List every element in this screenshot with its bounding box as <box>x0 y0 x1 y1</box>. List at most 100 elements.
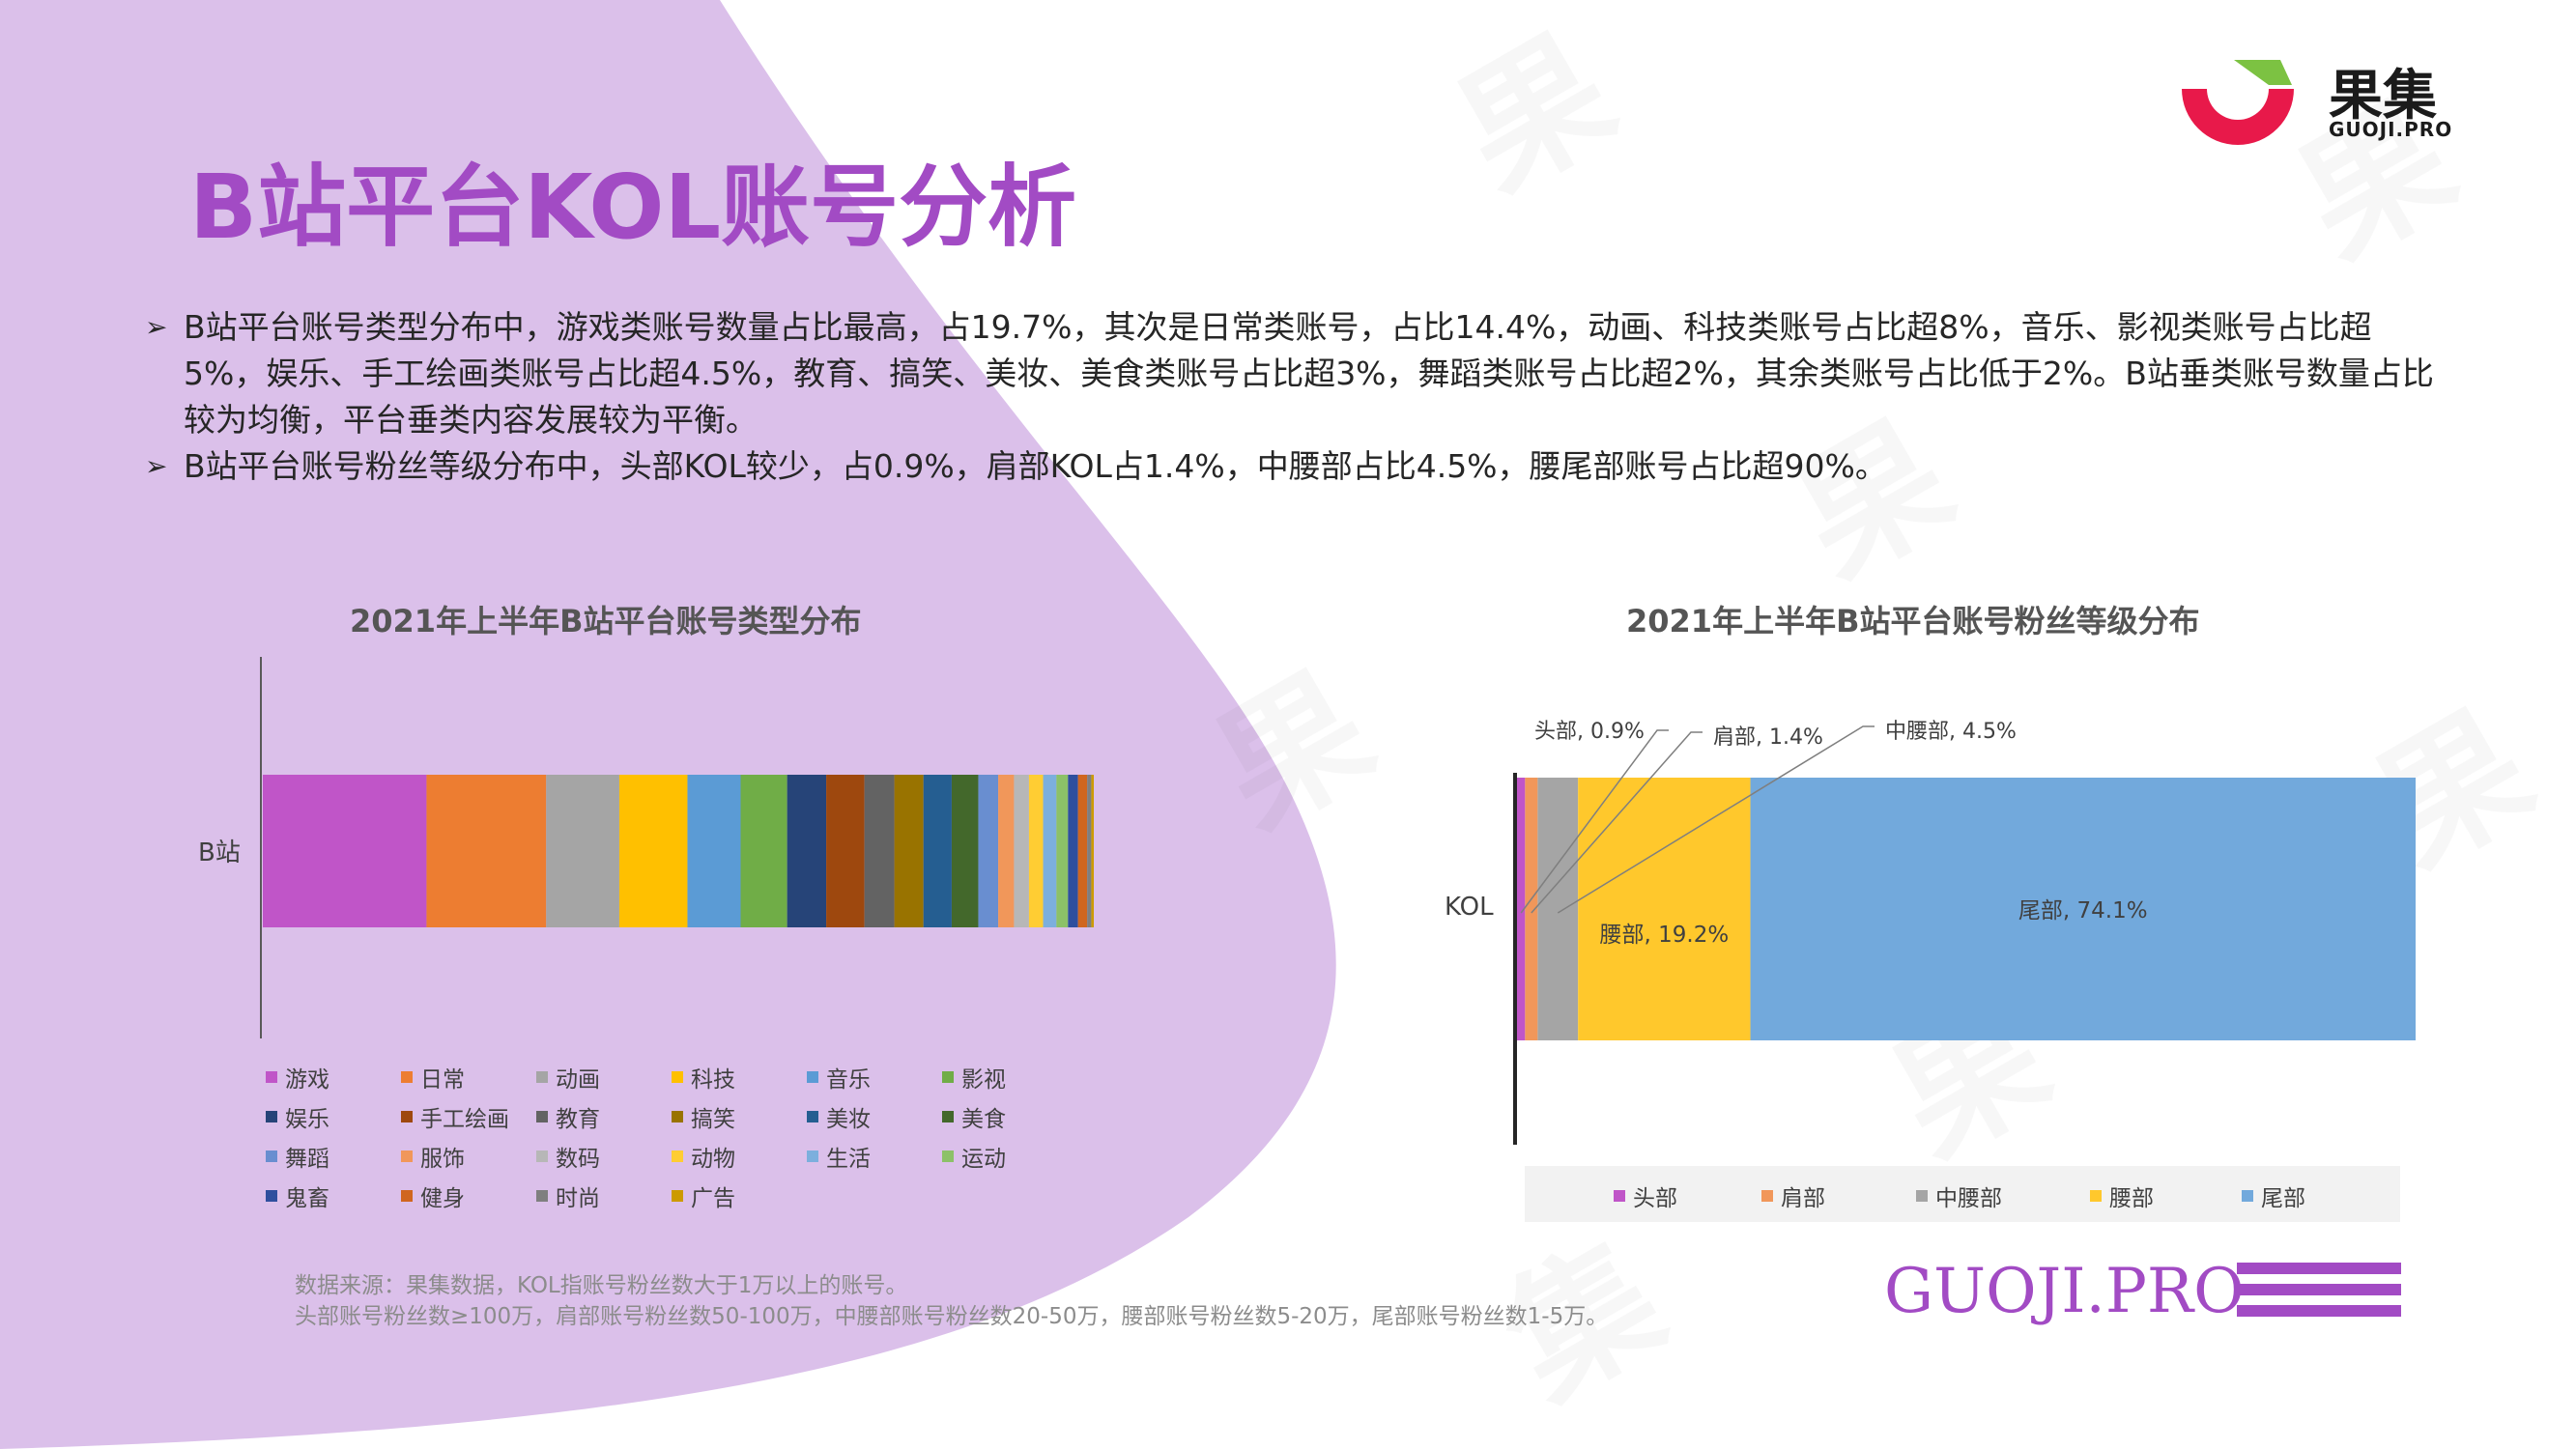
chart1-plot <box>260 657 1094 1038</box>
chart1-bar-segment-搞笑 <box>894 775 924 927</box>
chart1-bar-segment-舞蹈 <box>978 775 999 927</box>
guoji-logo <box>2182 60 2294 145</box>
legend-swatch <box>266 1190 277 1202</box>
chart1-bar-segment-科技 <box>618 775 688 927</box>
chart2-bar-segment-肩部 <box>1525 778 1538 1040</box>
arrow-bullet-icon: ➢ <box>145 450 168 482</box>
chart2-bar-segment-尾部 <box>1750 778 2416 1040</box>
bullet-item: ➢ B站平台账号粉丝等级分布中，头部KOL较少，占0.9%，肩部KOL占1.4%… <box>145 443 2445 490</box>
legend-swatch <box>807 1071 818 1083</box>
legend-label: 头部 <box>1633 1186 1677 1211</box>
chart2-legend-item: 尾部 <box>2242 1179 2305 1212</box>
legend-swatch <box>266 1151 277 1162</box>
chart1-bar-segment-生活 <box>1043 775 1057 927</box>
chart1-legend-item: 游戏 <box>266 1061 329 1094</box>
chart1-bar-segment-美食 <box>951 775 979 927</box>
chart1-legend-item: 影视 <box>942 1061 1006 1094</box>
chart2-data-label: 肩部, 1.4% <box>1713 725 1823 750</box>
chart2-legend-item: 腰部 <box>2090 1179 2154 1212</box>
legend-label: 游戏 <box>285 1067 329 1093</box>
legend-label: 时尚 <box>556 1186 600 1211</box>
legend-label: 美妆 <box>826 1107 871 1132</box>
legend-label: 娱乐 <box>285 1107 329 1132</box>
legend-swatch <box>942 1111 954 1122</box>
legend-swatch <box>266 1071 277 1083</box>
chart1-legend: 游戏 日常 动画 科技 音乐 影视 娱乐 手工绘画 教育 搞笑 美妆 美食 舞蹈 服饰 数码 动物 生活 运动 鬼畜… <box>266 1061 1039 1225</box>
chart1-bar-segment-音乐 <box>687 775 741 927</box>
legend-swatch <box>2242 1190 2253 1202</box>
chart1-legend-item: 生活 <box>807 1140 871 1173</box>
legend-swatch <box>536 1071 548 1083</box>
legend-label: 搞笑 <box>691 1107 735 1132</box>
page-title: B站平台KOL账号分析 <box>189 156 1077 259</box>
legend-label: 鬼畜 <box>285 1186 329 1211</box>
legend-label: 舞蹈 <box>285 1147 329 1172</box>
legend-label: 中腰部 <box>1935 1186 2002 1211</box>
chart2-data-label: 尾部, 74.1% <box>2018 898 2148 923</box>
legend-swatch <box>266 1111 277 1122</box>
chart1-bar-segment-美妆 <box>923 775 952 927</box>
legend-label: 尾部 <box>2261 1186 2305 1211</box>
chart1-bar-segment-动画 <box>546 775 619 927</box>
chart2-leader-line <box>1520 729 1669 914</box>
chart2-bar-segment-中腰部 <box>1537 778 1579 1040</box>
legend-label: 动画 <box>556 1067 600 1093</box>
legend-label: 音乐 <box>826 1067 871 1093</box>
chart1-bar-segment-影视 <box>740 775 787 927</box>
chart2-title: 2021年上半年B站平台账号粉丝等级分布 <box>1626 603 2200 639</box>
legend-label: 美食 <box>961 1107 1006 1132</box>
chart1-bar-segment-鬼畜 <box>1068 775 1078 927</box>
chart2-bar-segment-头部 <box>1517 778 1526 1040</box>
legend-label: 教育 <box>556 1107 600 1132</box>
legend-swatch <box>536 1190 548 1202</box>
chart2-legend-item: 肩部 <box>1761 1179 1825 1212</box>
chart1-bar-segment-日常 <box>426 775 547 927</box>
legend-label: 手工绘画 <box>420 1107 509 1132</box>
legend-label: 数码 <box>556 1147 600 1172</box>
chart1-bar-segment-教育 <box>864 775 895 927</box>
chart1-legend-item: 美食 <box>942 1100 1006 1133</box>
data-source-note: 数据来源：果集数据，KOL指账号粉丝数大于1万以上的账号。 头部账号粉丝数≥10… <box>295 1270 1608 1332</box>
bullet-text: B站平台账号类型分布中，游戏类账号数量占比最高，占19.7%，其次是日常类账号，… <box>184 308 2434 439</box>
legend-swatch <box>672 1071 683 1083</box>
legend-swatch <box>672 1111 683 1122</box>
chart1-legend-item: 科技 <box>672 1061 735 1094</box>
legend-swatch <box>401 1111 413 1122</box>
legend-swatch <box>942 1071 954 1083</box>
chart1-legend-item: 运动 <box>942 1140 1006 1173</box>
legend-label: 日常 <box>420 1067 465 1093</box>
legend-swatch <box>1916 1190 1928 1202</box>
chart1-legend-item: 鬼畜 <box>266 1179 329 1212</box>
chart2-leader-line <box>1531 731 1703 914</box>
brand-bars-decoration <box>2237 1263 2401 1321</box>
chart1-legend-item: 动物 <box>672 1140 735 1173</box>
chart1-legend-item: 数码 <box>536 1140 600 1173</box>
legend-swatch <box>672 1190 683 1202</box>
chart1-legend-item: 音乐 <box>807 1061 871 1094</box>
legend-label: 健身 <box>420 1186 465 1211</box>
chart1-bar-segment-广告 <box>1091 775 1094 927</box>
logo-subtitle: GUOJI.PRO <box>2329 118 2453 141</box>
chart1-bar-segment-服饰 <box>998 775 1015 927</box>
chart1-bar-segment-娱乐 <box>787 775 827 927</box>
legend-swatch <box>1761 1190 1773 1202</box>
legend-label: 影视 <box>961 1067 1006 1093</box>
arrow-bullet-icon: ➢ <box>145 311 168 343</box>
legend-label: 动物 <box>691 1147 735 1172</box>
chart1-category-label: B站 <box>198 838 241 867</box>
chart1-title: 2021年上半年B站平台账号类型分布 <box>350 603 862 639</box>
chart2-plot: 头部, 0.9% 肩部, 1.4% 中腰部, 4.5% 腰部, 19.2% 尾部, 74… <box>1513 720 2416 1145</box>
bullet-item: ➢ B站平台账号类型分布中，游戏类账号数量占比最高，占19.7%，其次是日常类账… <box>145 304 2445 443</box>
legend-swatch <box>2090 1190 2102 1202</box>
chart1-legend-item: 手工绘画 <box>401 1100 509 1133</box>
legend-swatch <box>807 1151 818 1162</box>
legend-swatch <box>536 1151 548 1162</box>
legend-label: 广告 <box>691 1186 735 1211</box>
note-line-1: 数据来源：果集数据，KOL指账号粉丝数大于1万以上的账号。 <box>295 1273 908 1298</box>
legend-label: 生活 <box>826 1147 871 1172</box>
chart1-legend-item: 日常 <box>401 1061 465 1094</box>
logo-name: 果集 <box>2329 65 2437 128</box>
legend-swatch <box>807 1111 818 1122</box>
chart1-legend-item: 动画 <box>536 1061 600 1094</box>
